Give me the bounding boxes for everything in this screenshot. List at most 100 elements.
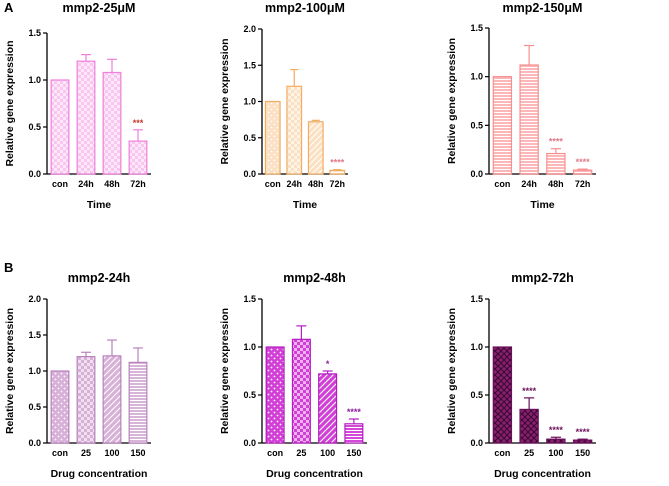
chart-title: mmp2-24h xyxy=(68,271,131,285)
x-axis-label: Drug concentration xyxy=(266,468,363,480)
y-tick-label: 0.5 xyxy=(28,402,41,412)
bar-24h xyxy=(76,60,96,175)
significance-label: **** xyxy=(549,425,564,435)
bar-150 xyxy=(572,439,593,444)
x-tick-label: con xyxy=(52,179,68,189)
bar-150 xyxy=(128,361,148,444)
significance-label: **** xyxy=(347,407,362,417)
significance-label: **** xyxy=(549,137,564,147)
x-tick-label: 100 xyxy=(320,448,335,458)
chart-title: mmp2-150μM xyxy=(503,1,583,15)
y-axis-label: Relative gene expression xyxy=(219,308,231,434)
x-tick-label: 72h xyxy=(329,179,345,189)
bar-24h xyxy=(286,85,303,175)
x-tick-label: 72h xyxy=(130,179,146,189)
x-tick-label: 24h xyxy=(78,179,94,189)
bar-con xyxy=(264,100,281,175)
bar-100 xyxy=(102,355,122,444)
panel-letter-b: B xyxy=(4,260,13,275)
y-axis-label: Relative gene expression xyxy=(446,38,458,164)
chart-6: mmp2-72h Relative gene expression Drug con… xyxy=(446,271,596,480)
y-tick-label: 0.5 xyxy=(470,390,483,400)
panel-letter-a: A xyxy=(4,0,14,15)
x-tick-label: 24h xyxy=(286,179,302,189)
bar-con xyxy=(492,76,513,175)
y-tick-label: 0.0 xyxy=(470,438,483,448)
x-axis-label: Time xyxy=(530,199,554,211)
chart-4: mmp2-24h Relative gene expression Drug con… xyxy=(4,271,151,480)
bar-con xyxy=(265,346,285,444)
y-axis-label: Relative gene expression xyxy=(4,40,16,166)
chart-1: mmp2-25μM Relative gene expression Time 0.0… xyxy=(4,1,151,211)
y-tick-label: 1.0 xyxy=(470,72,483,82)
significance-label: * xyxy=(326,359,330,369)
y-tick-label: 1.5 xyxy=(28,330,41,340)
x-axis-label: Time xyxy=(87,199,111,211)
y-tick-label: 0.5 xyxy=(470,120,483,130)
y-tick-label: 1.0 xyxy=(243,97,256,107)
bar-100 xyxy=(318,373,338,444)
bar-24h xyxy=(519,64,539,175)
x-axis-label: Time xyxy=(293,199,317,211)
x-tick-label: 25 xyxy=(296,448,306,458)
y-tick-label: 1.5 xyxy=(243,60,256,70)
chart-title: mmp2-100μM xyxy=(265,1,345,15)
significance-label: *** xyxy=(133,118,144,128)
y-axis-label: Relative gene expression xyxy=(446,308,458,434)
bar-con xyxy=(492,346,513,444)
chart-3: mmp2-150μM Relative gene expression Time 0.… xyxy=(446,1,596,211)
bar-25 xyxy=(291,338,311,444)
x-tick-label: 100 xyxy=(104,448,119,458)
x-tick-label: con xyxy=(265,179,281,189)
chart-title: mmp2-72h xyxy=(511,271,574,285)
x-axis-label: Drug concentration xyxy=(494,468,591,480)
x-tick-label: con xyxy=(52,448,68,458)
bar-150 xyxy=(344,423,364,444)
y-tick-label: 1.5 xyxy=(28,28,41,38)
x-tick-label: con xyxy=(267,448,283,458)
x-tick-label: 24h xyxy=(521,179,537,189)
y-tick-label: 0.0 xyxy=(243,169,256,179)
bar-25 xyxy=(519,408,539,444)
significance-label: **** xyxy=(330,158,345,168)
chart-5: mmp2-48h Relative gene expression Drug con… xyxy=(219,271,367,480)
y-tick-label: 1.0 xyxy=(28,366,41,376)
significance-label: **** xyxy=(576,157,591,167)
y-tick-label: 1.5 xyxy=(470,23,483,33)
x-tick-label: con xyxy=(494,448,510,458)
y-tick-label: 0.5 xyxy=(28,122,41,132)
y-axis-label: Relative gene expression xyxy=(4,308,16,434)
y-tick-label: 1.0 xyxy=(243,342,256,352)
y-tick-label: 0.5 xyxy=(243,133,256,143)
x-axis-label: Drug concentration xyxy=(51,468,148,480)
y-tick-label: 0.0 xyxy=(28,169,41,179)
x-tick-label: 150 xyxy=(130,448,145,458)
bar-72h xyxy=(128,140,148,175)
charts-container: mmp2-25μM Relative gene expression Time 0.0… xyxy=(4,1,596,480)
x-tick-label: 48h xyxy=(548,179,564,189)
y-axis-label: Relative gene expression xyxy=(219,38,231,164)
y-tick-label: 1.5 xyxy=(470,294,483,304)
significance-label: **** xyxy=(576,427,591,437)
x-tick-label: 150 xyxy=(575,448,590,458)
bar-48h xyxy=(546,152,566,175)
x-tick-label: 150 xyxy=(346,448,361,458)
y-tick-label: 0.0 xyxy=(243,438,256,448)
significance-label: **** xyxy=(522,386,537,396)
y-tick-label: 0.0 xyxy=(28,438,41,448)
bar-con xyxy=(50,370,70,444)
y-tick-label: 0.0 xyxy=(470,169,483,179)
y-tick-label: 1.0 xyxy=(28,75,41,85)
x-tick-label: con xyxy=(494,179,510,189)
x-tick-label: 48h xyxy=(308,179,324,189)
x-tick-label: 25 xyxy=(524,448,534,458)
chart-2: mmp2-100μM Relative gene expression Time 0.… xyxy=(219,1,348,211)
chart-title: mmp2-25μM xyxy=(63,1,136,15)
x-tick-label: 72h xyxy=(575,179,591,189)
bar-25 xyxy=(76,356,96,444)
y-tick-label: 1.0 xyxy=(470,342,483,352)
y-tick-label: 1.5 xyxy=(243,294,256,304)
chart-title: mmp2-48h xyxy=(283,271,346,285)
bar-48h xyxy=(102,71,122,175)
